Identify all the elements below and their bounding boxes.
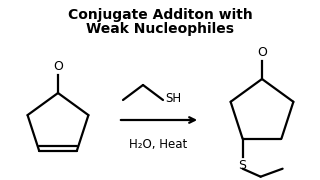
Text: SH: SH	[165, 91, 181, 105]
Text: Conjugate Additon with: Conjugate Additon with	[68, 8, 252, 22]
Text: O: O	[257, 46, 267, 59]
Text: O: O	[53, 60, 63, 73]
Text: S: S	[239, 159, 247, 172]
Text: H₂O, Heat: H₂O, Heat	[129, 138, 187, 151]
Text: Weak Nucleophiles: Weak Nucleophiles	[86, 22, 234, 36]
